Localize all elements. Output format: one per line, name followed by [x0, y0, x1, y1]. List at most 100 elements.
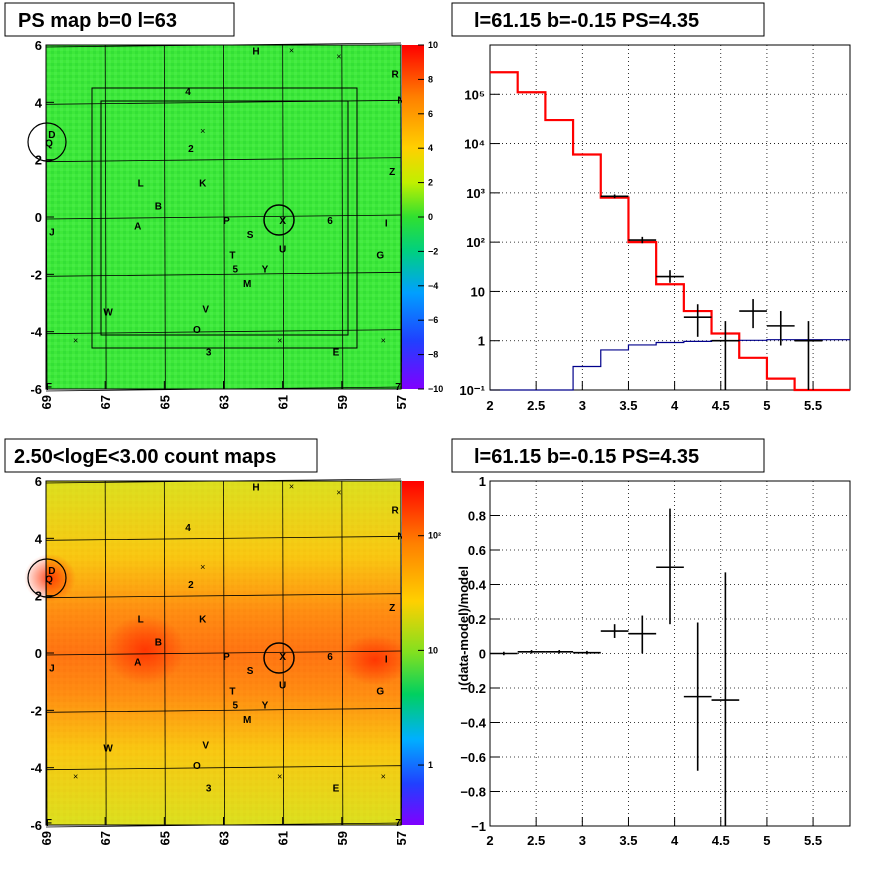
panel-title-box [451, 2, 765, 37]
source-label: K [199, 615, 207, 626]
y-tick-label: -2 [30, 703, 42, 718]
source-label: T [229, 250, 235, 261]
series [490, 71, 850, 392]
y-tick-label: 2 [35, 589, 42, 604]
source-circle [27, 558, 67, 598]
x-tick-label: 2 [486, 398, 493, 413]
colorbar-tick-label: −6 [428, 315, 438, 325]
source-label: L [138, 179, 144, 190]
colorbar-tick-label: 2 [428, 178, 433, 188]
x-tick-label: 3 [579, 398, 586, 413]
source-marker: × [289, 46, 294, 56]
plot-frame [489, 44, 851, 391]
colorbar-tick-label: 10 [428, 645, 438, 655]
y-tick-label: 10² [466, 235, 485, 250]
source-marker: × [289, 482, 294, 492]
y-tick-label: 1 [479, 474, 486, 489]
source-label: G [376, 686, 384, 697]
source-label: 3 [206, 784, 212, 795]
source-label: F [46, 818, 52, 829]
axes: 2 2.5 3 3.5 4 4.5 5 5.5 10⁵ 10⁴ 10³ 10² 10 1 10⁻¹ [459, 87, 822, 413]
panel-title-box [451, 438, 765, 473]
hot-spot [105, 615, 185, 685]
source-label: E [333, 784, 340, 795]
x-tick-label: 2 [486, 833, 493, 848]
source-label: M [243, 279, 251, 290]
residual-panel: l=61.15 b=-0.15 PS=4.35 2 2.5 3 3.5 4 4.5 5 5.5… [451, 438, 851, 848]
colorbar-tick-label: −10 [428, 384, 443, 394]
x-tick-label: 65 [157, 395, 172, 409]
source-label: J [49, 227, 55, 238]
source-marker: × [200, 562, 205, 572]
panel-title: l=61.15 b=-0.15 PS=4.35 [474, 10, 699, 32]
source-label: 3 [206, 348, 212, 359]
source-label: H [252, 47, 259, 58]
y-tick-label: -6 [30, 818, 42, 833]
x-tick-label: 4.5 [712, 833, 730, 848]
y-tick-label: 0 [479, 647, 486, 662]
source-label: 6 [327, 652, 333, 663]
source-label: M [243, 715, 251, 726]
source-marker: × [336, 51, 341, 61]
source-label: Z [389, 167, 395, 178]
x-tick-label: 59 [335, 395, 350, 409]
source-marker: × [381, 335, 386, 345]
source-label: G [376, 250, 384, 261]
source-label: O [193, 761, 201, 772]
panel-title-box [4, 2, 235, 37]
source-marker: × [200, 126, 205, 136]
x-tick-label: 59 [335, 831, 350, 845]
source-label: B [155, 202, 162, 213]
colorbar-tick-label: 10² [428, 531, 441, 541]
source-label: D [48, 130, 55, 141]
source-label: U [279, 681, 286, 692]
y-tick-label: -6 [30, 382, 42, 397]
y-tick-label: −0.2 [460, 681, 486, 696]
source-label: A [134, 222, 141, 233]
x-tick-label: 4 [671, 833, 679, 848]
y-tick-label: −1 [471, 819, 486, 834]
x-tick-label: 5 [763, 833, 770, 848]
y-tick-label: 0.4 [468, 578, 487, 593]
source-label: 5 [233, 701, 239, 712]
source-label: S [247, 230, 254, 241]
gridlines [489, 45, 850, 391]
x-tick-label: 69 [39, 831, 54, 845]
colorbar-tick-label: −8 [428, 350, 438, 360]
x-tick-label: 69 [39, 395, 54, 409]
y-tick-label: 6 [35, 38, 42, 53]
source-marker: × [73, 771, 78, 781]
y-tick-label: -4 [30, 325, 42, 340]
y-tick-label: -2 [30, 267, 42, 282]
source-label: H [252, 483, 259, 494]
y-tick-label: -4 [30, 761, 42, 776]
panel-title: l=61.15 b=-0.15 PS=4.35 [474, 446, 699, 468]
grid-line-l [282, 44, 285, 390]
source-label: P [223, 652, 230, 663]
source-label: X [279, 652, 286, 663]
x-tick-label: 4.5 [712, 398, 730, 413]
y-tick-label: 10⁵ [464, 87, 485, 102]
grid-line-b [45, 157, 402, 163]
y-tick-label: −0.4 [460, 716, 486, 731]
y-tick-label: 0 [35, 210, 42, 225]
source-label: E [333, 348, 340, 359]
grid-line-b [45, 271, 402, 277]
x-tick-label: 3.5 [619, 833, 637, 848]
source-label: 7 [395, 818, 401, 829]
x-tick-label: 3.5 [619, 398, 637, 413]
x-tick-label: 5.5 [804, 833, 822, 848]
series [490, 508, 740, 826]
source-label: W [103, 744, 113, 755]
x-tick-label: 3 [579, 833, 586, 848]
source-label: 7 [395, 382, 401, 393]
source-label: F [46, 382, 52, 393]
source-label: 4 [185, 523, 191, 534]
x-tick-label: 2.5 [527, 833, 545, 848]
grid-line-b [45, 535, 402, 541]
source-label: U [279, 245, 286, 256]
target-circle [263, 642, 295, 674]
